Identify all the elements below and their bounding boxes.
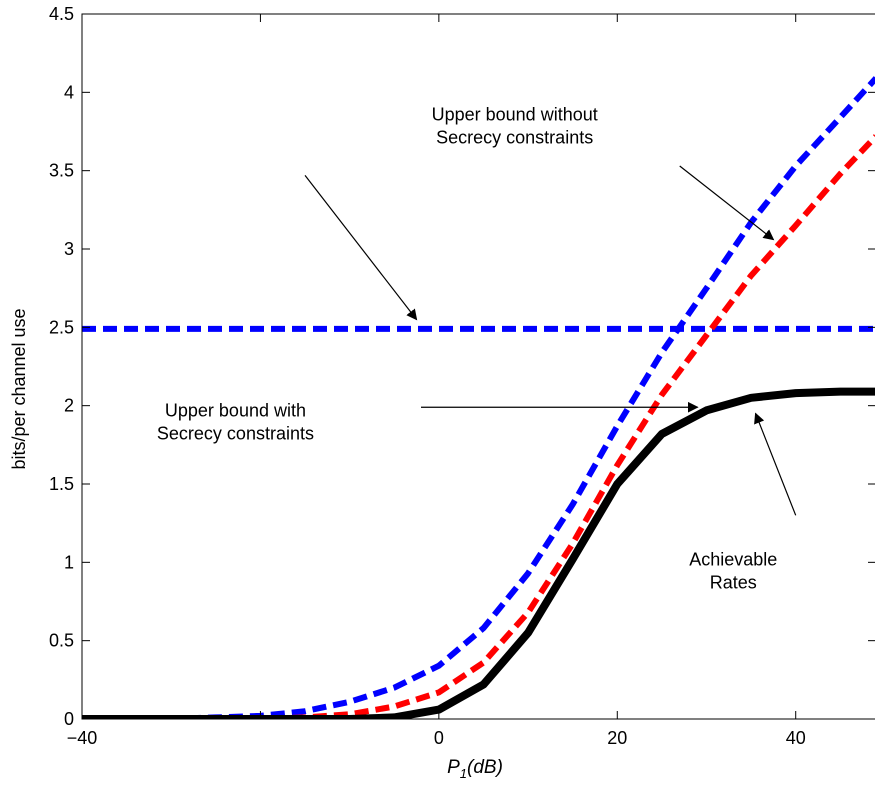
x-axis-label-main: P: [447, 757, 460, 778]
annotation-arrow: [304, 174, 418, 321]
annotation-arrow: [679, 165, 775, 241]
annotation-line: Secrecy constraints: [157, 424, 314, 444]
y-tick-label: 3.5: [49, 161, 74, 181]
annotation-line: Secrecy constraints: [436, 128, 593, 148]
annotations: Upper bound without Secrecy constraintsUp…: [157, 105, 797, 592]
annotation-text-1: Upper bound without Secrecy constraints: [432, 105, 598, 148]
y-tick-label: 4: [64, 82, 74, 102]
x-axis-label-unit: (dB): [467, 757, 503, 778]
x-tick-label: 20: [607, 728, 627, 748]
y-axis-label: bits/per channel use: [9, 308, 29, 469]
y-tick-label: 4.5: [49, 4, 74, 24]
axes: [81, 13, 875, 720]
annotation-line: Upper bound without: [432, 105, 598, 125]
annotation-text-2: Upper bound with Secrecy constraints: [157, 401, 314, 444]
y-tick-label: 2: [64, 396, 74, 416]
y-tick-label: 1: [64, 552, 74, 572]
series-line-3: [82, 134, 875, 719]
annotation-line: Rates: [710, 572, 757, 592]
series-line-4: [82, 387, 875, 719]
x-axis-label: P1(dB): [447, 757, 503, 781]
x-tick-label: 40: [786, 728, 806, 748]
y-tick-label: 1.5: [49, 474, 74, 494]
annotation-arrow: [754, 412, 797, 516]
x-tick-label: −40: [67, 728, 98, 748]
annotation-line: Achievable: [689, 549, 777, 569]
x-tick-label: 0: [434, 728, 444, 748]
annotation-text-3: Achievable Rates: [689, 549, 777, 592]
axes-box: [81, 13, 875, 720]
y-tick-label: 2.5: [49, 317, 74, 337]
y-tick-label: 3: [64, 239, 74, 259]
x-axis-label-subscript: 1: [460, 766, 467, 781]
y-tick-label: 0.5: [49, 631, 74, 651]
annotation-line: Upper bound with: [165, 401, 306, 421]
plot-area: [82, 76, 875, 719]
y-tick-label: 0: [64, 709, 74, 729]
